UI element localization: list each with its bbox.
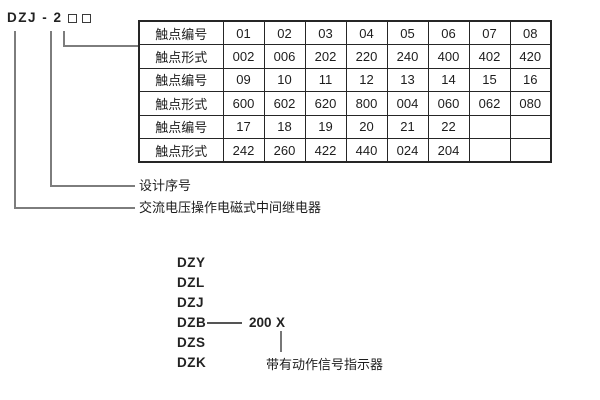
cell: 09 [222, 67, 265, 92]
table-row: 触点形式 600 602 620 800 004 060 062 080 [138, 91, 552, 116]
dzb-value: 200 [249, 315, 272, 330]
cell: 05 [386, 20, 429, 45]
leader-line-type-vertical [14, 31, 16, 208]
cell: 04 [345, 20, 388, 45]
cell: 220 [345, 44, 388, 69]
cell: 202 [304, 44, 347, 69]
cell [509, 114, 552, 139]
table-row: 触点编号 09 10 11 12 13 14 15 16 [138, 67, 552, 92]
cell: 20 [345, 114, 388, 139]
cell: 07 [468, 20, 511, 45]
cell: 15 [468, 67, 511, 92]
cell: 13 [386, 67, 429, 92]
cell: 08 [509, 20, 552, 45]
series-item-dzs: DZS [177, 335, 206, 350]
cell: 242 [222, 138, 265, 163]
series-item-dzl: DZL [177, 275, 205, 290]
cell: 10 [263, 67, 306, 92]
row-label: 触点形式 [138, 138, 224, 163]
dzb-suffix-x: X [276, 315, 286, 330]
cell: 602 [263, 91, 306, 116]
cell: 440 [345, 138, 388, 163]
design-serial-label: 设计序号 [139, 178, 192, 193]
cell: 12 [345, 67, 388, 92]
leader-line-box-horizontal [63, 44, 138, 47]
relay-type-label: 交流电压操作电磁式中间继电器 [139, 200, 322, 215]
series-item-dzj: DZJ [177, 295, 205, 310]
leader-line-serial-horizontal [50, 184, 135, 187]
cell: 006 [263, 44, 306, 69]
cell: 260 [263, 138, 306, 163]
series-item-dzy: DZY [177, 255, 206, 270]
cell: 422 [304, 138, 347, 163]
row-label: 触点编号 [138, 114, 224, 139]
series-item-dzb: DZB [177, 315, 207, 330]
cell: 204 [427, 138, 470, 163]
suffix-x-leader-line [280, 331, 282, 352]
cell: 080 [509, 91, 552, 116]
cell: 03 [304, 20, 347, 45]
cell: 18 [263, 114, 306, 139]
cell: 14 [427, 67, 470, 92]
contact-code-table: 触点编号 01 02 03 04 05 06 07 08 触点形式 002 00… [138, 20, 552, 163]
cell: 02 [263, 20, 306, 45]
cell: 11 [304, 67, 347, 92]
cell: 420 [509, 44, 552, 69]
cell: 400 [427, 44, 470, 69]
leader-line-type-horizontal [14, 206, 135, 209]
cell: 062 [468, 91, 511, 116]
table-row: 触点编号 17 18 19 20 21 22 [138, 114, 552, 139]
row-label: 触点编号 [138, 67, 224, 92]
cell: 060 [427, 91, 470, 116]
row-label: 触点形式 [138, 91, 224, 116]
row-label: 触点形式 [138, 44, 224, 69]
cell: 01 [222, 20, 265, 45]
cell [509, 138, 552, 163]
digit-placeholder-box-1 [67, 13, 77, 23]
cell [468, 138, 511, 163]
table-row: 触点形式 242 260 422 440 024 204 [138, 138, 552, 163]
model-prefix: DZJ - 2 [7, 10, 63, 25]
cell: 600 [222, 91, 265, 116]
leader-line-serial-vertical [50, 31, 52, 186]
cell: 402 [468, 44, 511, 69]
cell: 002 [222, 44, 265, 69]
cell: 06 [427, 20, 470, 45]
leader-line-box-vertical [63, 31, 65, 46]
series-item-dzk: DZK [177, 355, 207, 370]
indicator-note: 带有动作信号指示器 [266, 357, 384, 372]
cell: 16 [509, 67, 552, 92]
table-row: 触点形式 002 006 202 220 240 400 402 420 [138, 44, 552, 69]
cell: 004 [386, 91, 429, 116]
cell: 17 [222, 114, 265, 139]
digit-placeholder-box-2 [81, 13, 91, 23]
cell: 22 [427, 114, 470, 139]
model-code: DZJ - 2 [7, 10, 91, 25]
cell: 800 [345, 91, 388, 116]
cell: 240 [386, 44, 429, 69]
table-row: 触点编号 01 02 03 04 05 06 07 08 [138, 20, 552, 45]
cell: 620 [304, 91, 347, 116]
cell [468, 114, 511, 139]
dzb-connector-line [207, 321, 242, 324]
row-label: 触点编号 [138, 20, 224, 45]
cell: 19 [304, 114, 347, 139]
cell: 024 [386, 138, 429, 163]
cell: 21 [386, 114, 429, 139]
